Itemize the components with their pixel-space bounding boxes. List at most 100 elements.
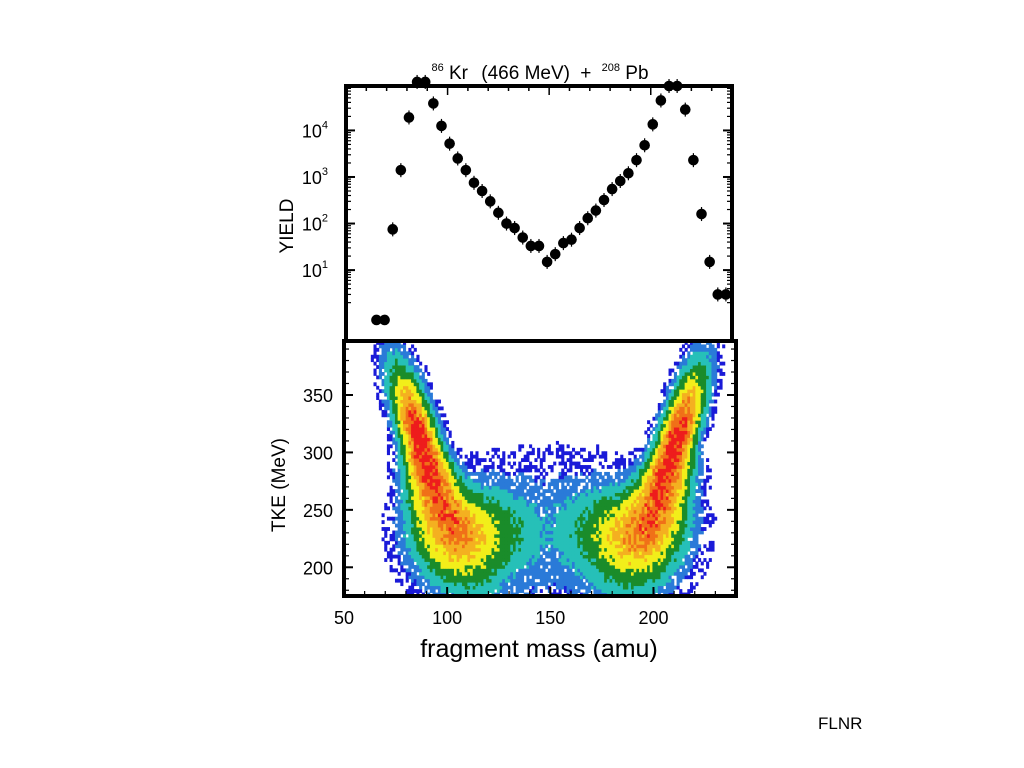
heatmap-cell xyxy=(636,585,640,590)
heatmap-cell xyxy=(424,533,428,538)
heatmap-cell xyxy=(628,496,632,500)
heatmap-cell xyxy=(443,506,447,511)
heatmap-cell xyxy=(531,571,535,576)
heatmap-cell xyxy=(633,516,637,521)
heatmap-cell xyxy=(628,475,632,480)
heatmap-cell xyxy=(555,540,559,545)
heatmap-cell xyxy=(400,420,404,425)
heatmap-cell xyxy=(561,520,565,525)
heatmap-cell xyxy=(641,533,645,538)
heatmap-cell xyxy=(488,458,492,463)
heatmap-cell xyxy=(639,558,643,562)
heatmap-cell xyxy=(647,475,651,480)
yield-point xyxy=(631,154,642,166)
heatmap-cell xyxy=(630,558,635,562)
heatmap-cell xyxy=(566,578,570,583)
heatmap-cell xyxy=(609,509,613,514)
heatmap-cell xyxy=(555,568,559,573)
heatmap-cell xyxy=(644,561,648,566)
heatmap-cell xyxy=(413,509,417,514)
heatmap-cell xyxy=(486,558,490,562)
heatmap-cell xyxy=(668,523,672,528)
heatmap-cell xyxy=(518,509,522,514)
heatmap-cell xyxy=(657,509,661,514)
heatmap-cell xyxy=(384,558,388,562)
heatmap-cell xyxy=(403,361,407,366)
heatmap-cell xyxy=(566,496,570,500)
heatmap-cell xyxy=(660,585,664,590)
heatmap-cell xyxy=(386,434,390,438)
heatmap-cell xyxy=(558,551,562,556)
heatmap-cell xyxy=(475,554,479,559)
heatmap-cell xyxy=(499,499,503,504)
heatmap-cell xyxy=(561,513,565,518)
heatmap-cell xyxy=(408,509,412,514)
heatmap-cell xyxy=(555,571,559,576)
heatmap-cell xyxy=(512,506,517,511)
heatmap-cell xyxy=(400,389,404,394)
heatmap-cell xyxy=(403,427,407,431)
heatmap-cell xyxy=(373,382,377,387)
heatmap-cell xyxy=(628,489,632,494)
heatmap-cell xyxy=(486,530,490,535)
heatmap-cell xyxy=(620,520,624,525)
heatmap-cell xyxy=(566,533,570,538)
heatmap-cell xyxy=(373,351,377,356)
heatmap-cell xyxy=(381,513,385,518)
heatmap-cell xyxy=(403,437,407,442)
heatmap-cell xyxy=(566,585,570,590)
heatmap-cell xyxy=(440,506,444,511)
heatmap-cell xyxy=(657,540,661,545)
heatmap-cell xyxy=(545,447,549,452)
heatmap-cell xyxy=(571,575,576,580)
heatmap-cell xyxy=(440,478,444,483)
heatmap-cell xyxy=(569,468,573,473)
heatmap-cell xyxy=(657,578,661,583)
heatmap-cell xyxy=(421,399,425,404)
heatmap-cell xyxy=(429,571,433,576)
heatmap-cell xyxy=(665,420,669,425)
heatmap-cell xyxy=(585,513,589,518)
heatmap-cell xyxy=(596,585,600,590)
heatmap-cell xyxy=(403,544,407,549)
heatmap-cell xyxy=(566,509,570,514)
heatmap-cell xyxy=(467,492,471,497)
heatmap-cell xyxy=(400,527,404,531)
heatmap-cell xyxy=(453,509,458,514)
heatmap-cell xyxy=(588,520,592,525)
heatmap-cell xyxy=(628,568,632,573)
heatmap-cell xyxy=(386,375,390,380)
heatmap-cell xyxy=(636,578,640,583)
heatmap-cell xyxy=(435,537,439,542)
heatmap-cell xyxy=(392,468,396,473)
heatmap-cell xyxy=(614,571,618,576)
heatmap-cell xyxy=(456,499,460,504)
heatmap-cell xyxy=(655,468,659,473)
heatmap-cell xyxy=(550,571,554,576)
heatmap-cell xyxy=(510,489,514,494)
heatmap-cell xyxy=(617,496,621,500)
heatmap-cell xyxy=(590,544,594,549)
heatmap-cell xyxy=(456,489,460,494)
heatmap-cell xyxy=(419,461,423,466)
heatmap-cell xyxy=(435,423,439,428)
heatmap-cell xyxy=(529,502,533,507)
heatmap-cell xyxy=(472,509,476,514)
heatmap-cell xyxy=(400,544,404,549)
heatmap-cell xyxy=(397,382,401,387)
heatmap-cell xyxy=(432,544,436,549)
heatmap-cell xyxy=(614,544,618,549)
heatmap-cell xyxy=(419,475,423,480)
heatmap-cell xyxy=(647,492,651,497)
heatmap-cell xyxy=(665,527,669,531)
heatmap-cell xyxy=(408,571,412,576)
heatmap-cell xyxy=(652,492,656,497)
heatmap-cell xyxy=(593,551,597,556)
heatmap-cell xyxy=(416,513,420,518)
heatmap-cell xyxy=(657,499,661,504)
heatmap-cell xyxy=(427,544,431,549)
heatmap-cell xyxy=(459,520,463,525)
heatmap-cell xyxy=(593,520,597,525)
heatmap-cell xyxy=(639,564,643,569)
heatmap-cell xyxy=(620,461,624,466)
